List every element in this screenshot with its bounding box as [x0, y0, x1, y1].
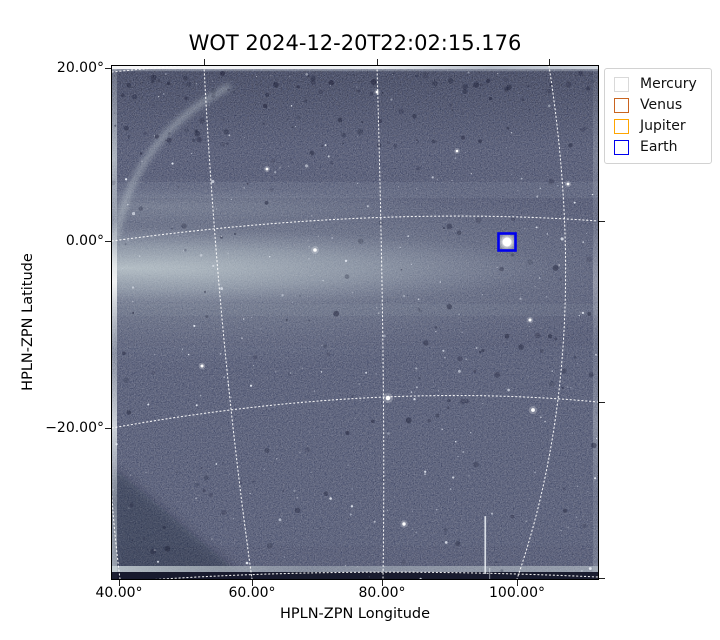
legend-item-jupiter: Jupiter: [614, 116, 705, 137]
legend-item-mercury: Mercury: [614, 74, 705, 95]
legend-label-jupiter: Jupiter: [640, 118, 686, 134]
tick-mark: [599, 578, 605, 579]
tick-mark: [377, 59, 378, 65]
tick-mark: [599, 221, 605, 222]
plot-title: WOT 2024-12-20T22:02:15.176: [188, 31, 522, 55]
x-tick-label-40: 40.00°: [95, 585, 143, 601]
coordinate-grid: [112, 66, 598, 579]
legend-label-mercury: Mercury: [640, 76, 697, 92]
detector-bottom-edge: [112, 566, 598, 572]
grid-line-lat-20: [112, 66, 185, 73]
dark-clumps: [112, 70, 597, 573]
starfield-image: [112, 66, 598, 579]
tick-mark: [105, 241, 111, 242]
tick-mark: [517, 580, 518, 586]
bright-streak: [484, 516, 487, 574]
tick-mark: [252, 580, 253, 586]
x-tick-label-60: 60.00°: [228, 585, 276, 601]
legend-item-earth: Earth: [614, 137, 705, 158]
stars: [112, 66, 598, 579]
y-tick-label-neg20: −20.00°: [45, 420, 104, 436]
earth-marker-square: [497, 232, 517, 252]
detector-left-edge: [112, 66, 117, 579]
grid-line-lon-80: [376, 66, 385, 579]
plot-area: [111, 65, 599, 580]
grid-line-lon-40: [112, 492, 121, 579]
legend-label-earth: Earth: [640, 139, 678, 155]
x-tick-label-80: 80.00°: [358, 585, 406, 601]
jupiter-swatch-icon: [614, 119, 629, 134]
tick-mark: [599, 402, 605, 403]
x-axis-label: HPLN-ZPN Longitude: [279, 606, 431, 622]
y-tick-label-20: 20.00°: [56, 60, 104, 76]
grid-line-lon-100: [516, 66, 567, 579]
x-tick-label-100: 100.00°: [489, 585, 545, 601]
tick-mark: [105, 68, 111, 69]
mercury-swatch-icon: [614, 77, 629, 92]
venus-swatch-icon: [614, 98, 629, 113]
tick-mark: [105, 428, 111, 429]
grid-line-lat-bottom: [154, 571, 598, 579]
detector-top-edge: [112, 66, 598, 70]
tick-mark: [549, 59, 550, 65]
grid-line-lat-0: [112, 215, 598, 242]
earth-swatch-icon: [614, 140, 629, 155]
tick-mark: [119, 580, 120, 586]
y-tick-label-0: 0.00°: [65, 233, 104, 249]
y-axis-label: HPLN-ZPN Latitude: [20, 253, 36, 391]
tick-mark: [204, 59, 205, 65]
grid-line-lon-60: [203, 66, 253, 579]
tick-mark: [382, 580, 383, 586]
legend-label-venus: Venus: [640, 97, 683, 113]
earth-marker: [497, 232, 517, 252]
legend: Mercury Venus Jupiter Earth: [604, 68, 712, 164]
legend-item-venus: Venus: [614, 95, 705, 116]
detector-right-edge: [593, 66, 598, 579]
grid-line-lat-neg20: [112, 394, 598, 429]
